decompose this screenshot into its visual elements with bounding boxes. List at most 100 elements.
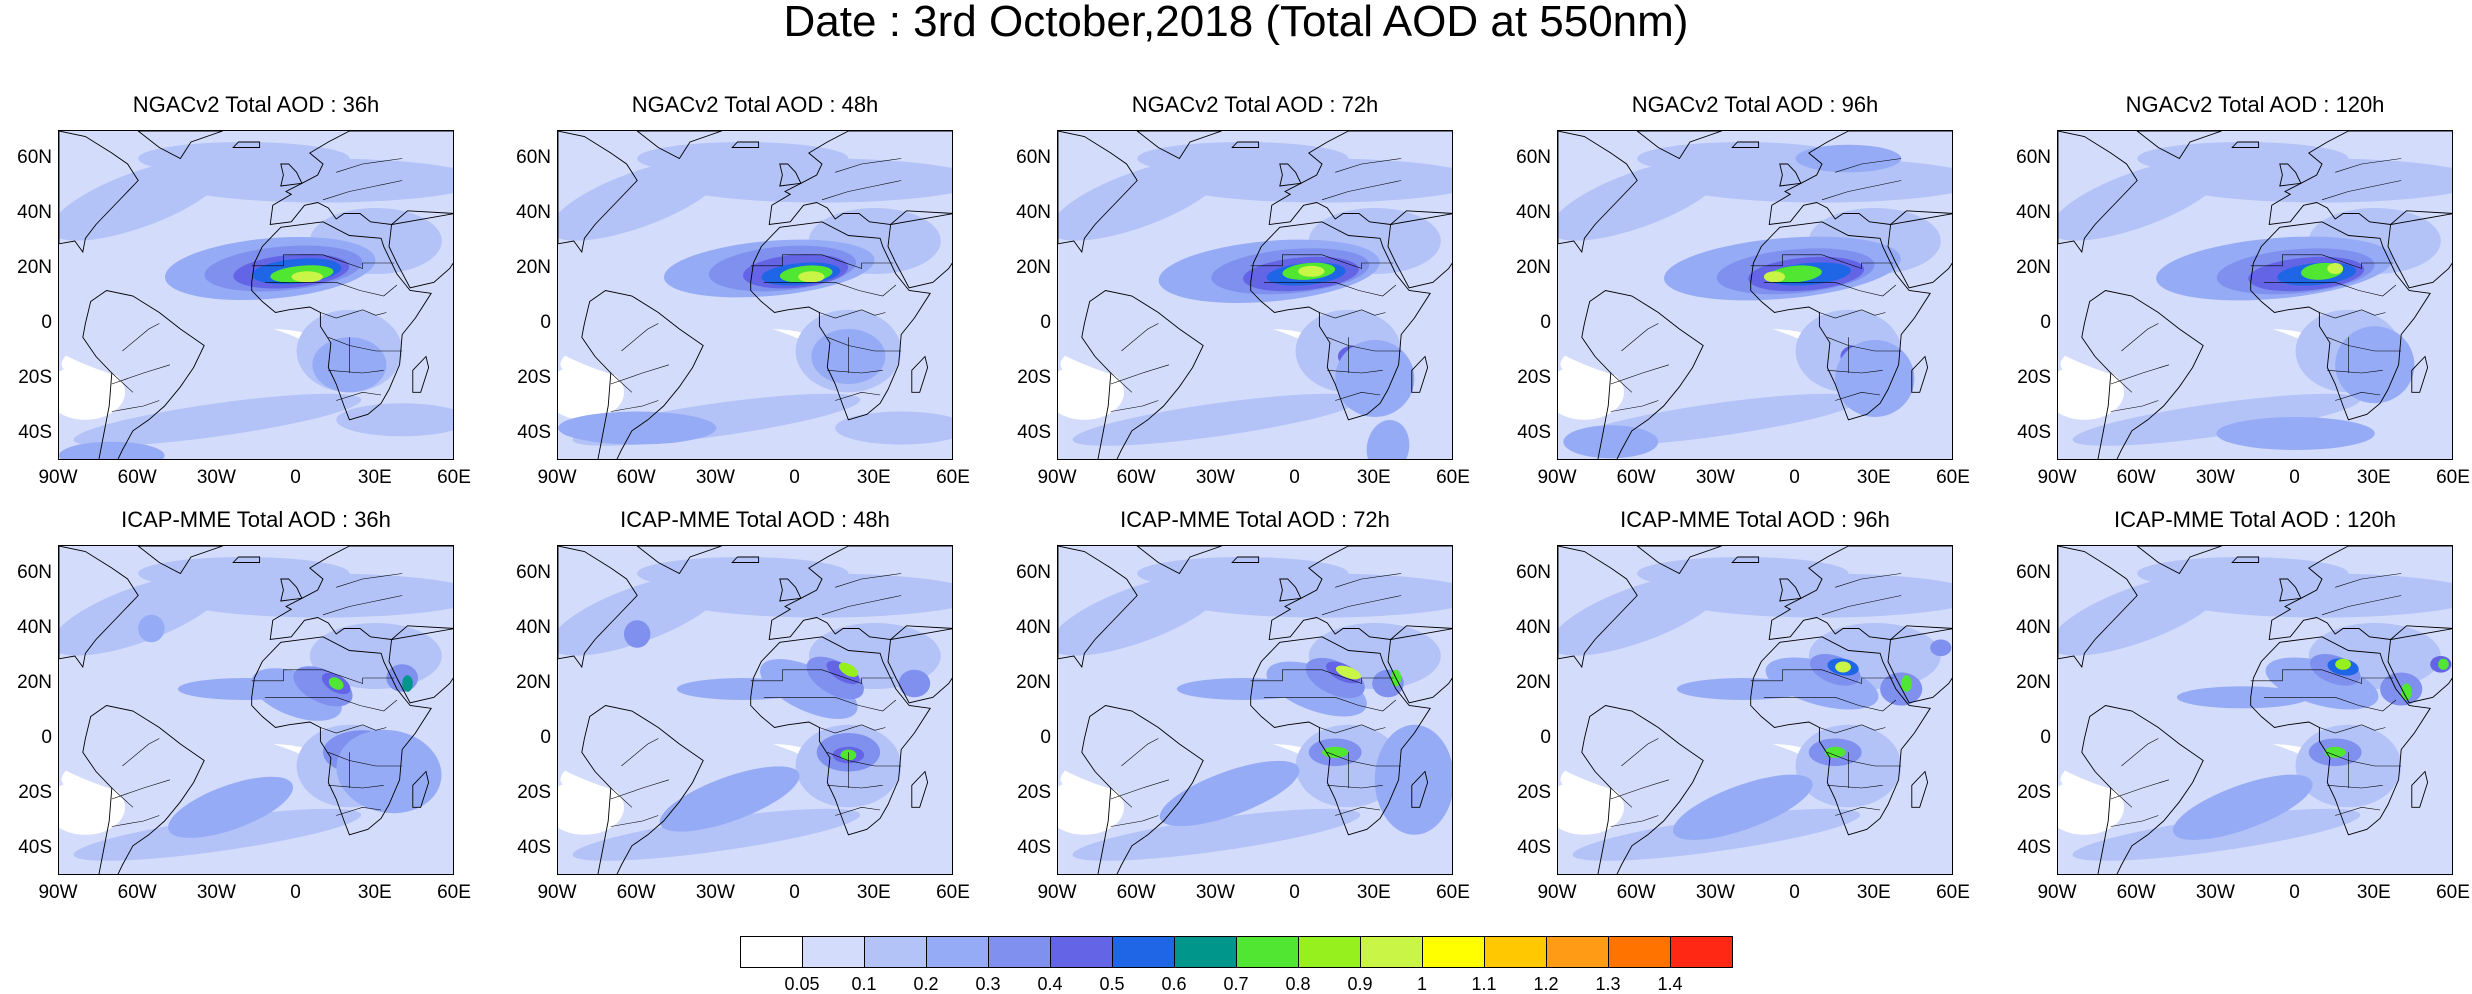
aod-field <box>2401 683 2412 701</box>
country-border <box>1750 669 1894 684</box>
latitude-tick-label: 0 <box>2040 726 2051 748</box>
coastline-uk <box>280 578 303 602</box>
coastline-uk <box>1279 163 1302 187</box>
latitude-tick-label: 0 <box>1540 726 1551 748</box>
coastline-south-america <box>1081 290 1204 459</box>
longitude-tick-label: 30E <box>2356 882 2391 903</box>
aod-map <box>1058 546 1452 874</box>
longitude-tick-label: 30E <box>357 882 392 903</box>
aod-field <box>2216 417 2375 450</box>
latitude-tick-label: 40S <box>517 836 551 858</box>
aod-field <box>898 669 931 698</box>
coastline-uk <box>1279 578 1302 602</box>
country-border <box>1610 372 1633 393</box>
longitude-tick-label: 0 <box>290 467 301 488</box>
longitude-tick-label: 30W <box>2195 467 2235 488</box>
aod-map <box>2058 131 2452 459</box>
country-border <box>1250 669 1394 684</box>
aod-field <box>2380 672 2423 706</box>
aod-map-panel <box>58 130 454 460</box>
longitude-tick-label: 90W <box>1537 882 1577 903</box>
longitude-tick-label: 0 <box>789 467 800 488</box>
country-border <box>763 282 897 297</box>
aod-field <box>838 662 858 677</box>
aod-map <box>558 546 952 874</box>
country-border <box>821 595 902 616</box>
latitude-tick-label: 20S <box>517 366 551 388</box>
aod-map-panel <box>2057 545 2453 875</box>
country-border <box>2110 400 2159 412</box>
latitude-tick-label: 60N <box>2016 561 2051 583</box>
country-border <box>827 752 902 767</box>
aod-field <box>1558 158 1725 241</box>
latitude-tick-label: 40S <box>2017 836 2051 858</box>
aod-field <box>1058 573 1225 656</box>
latitude-tick-label: 20N <box>516 671 551 693</box>
country-border <box>610 372 633 393</box>
country-border <box>2335 573 2402 588</box>
country-border <box>1827 785 1883 789</box>
latitude-tick-label: 0 <box>1040 311 1051 333</box>
country-border <box>1110 779 1169 800</box>
longitude-tick-label: 30W <box>1695 467 1735 488</box>
colorbar-swatch <box>1670 936 1733 968</box>
coastline-europe <box>1268 546 1452 641</box>
coastline-south-america <box>1581 705 1704 874</box>
coastline-arabia <box>2387 628 2452 704</box>
panel-title: ICAP-MME Total AOD : 120h <box>2113 507 2397 532</box>
coastline-north-america <box>2058 546 2138 669</box>
coastline-south-america <box>581 290 704 459</box>
coastline-south-america <box>82 290 205 459</box>
longitude-tick-label: 60W <box>117 467 157 488</box>
country-border <box>251 254 395 269</box>
country-border <box>750 254 894 269</box>
coastline-arabia <box>388 213 453 289</box>
coastline-iceland <box>1231 141 1260 148</box>
aod-field <box>1058 779 1124 835</box>
aod-field <box>402 675 413 692</box>
coastline-south-america <box>581 705 704 874</box>
country-border <box>1121 738 1159 767</box>
longitude-tick-label: 90W <box>1037 882 1077 903</box>
coastline-greenland <box>636 131 722 160</box>
latitude-tick-label: 40N <box>516 201 551 223</box>
longitude-tick-label: 60E <box>437 467 471 488</box>
aod-field <box>2176 686 2309 709</box>
longitude-tick-label: 60E <box>1936 882 1970 903</box>
country-border <box>2335 158 2402 173</box>
country-border <box>2327 752 2402 767</box>
colorbar-swatch <box>1422 936 1485 968</box>
aod-field <box>2058 301 2347 401</box>
colorbar-swatch <box>1484 936 1547 968</box>
country-border <box>1327 752 1402 767</box>
country-border <box>336 573 403 588</box>
colorbar-label: 1.4 <box>1657 974 1683 994</box>
longitude-tick-label: 0 <box>2289 467 2300 488</box>
aod-field <box>659 766 800 832</box>
longitude-tick-label: 30E <box>2356 467 2391 488</box>
aod-field <box>2058 158 2225 241</box>
aod-field <box>59 158 226 241</box>
aod-field <box>1266 661 1367 717</box>
longitude-tick-label: 60W <box>2116 467 2156 488</box>
latitude-tick-label: 60N <box>516 561 551 583</box>
aod-field <box>1763 271 1786 283</box>
latitude-tick-label: 20N <box>1016 256 1051 278</box>
coastline-north-america <box>1558 131 1638 254</box>
aod-map-panel <box>1557 545 1953 875</box>
country-border <box>610 815 659 827</box>
colorbar-label: 0.5 <box>1099 974 1125 994</box>
aod-map <box>558 131 952 459</box>
coastline-uk <box>2279 163 2302 187</box>
coastline-africa <box>2250 221 2431 421</box>
coastline-madagascar <box>412 355 430 393</box>
country-border <box>1335 158 1402 173</box>
country-border <box>336 806 382 816</box>
longitude-tick-label: 30W <box>1695 882 1735 903</box>
longitude-tick-label: 0 <box>1789 882 1800 903</box>
country-border <box>122 738 160 767</box>
coastline-arabia <box>1387 628 1452 704</box>
coastline-north-america <box>59 546 139 669</box>
country-border <box>1110 787 1133 808</box>
latitude-tick-label: 40S <box>517 421 551 443</box>
